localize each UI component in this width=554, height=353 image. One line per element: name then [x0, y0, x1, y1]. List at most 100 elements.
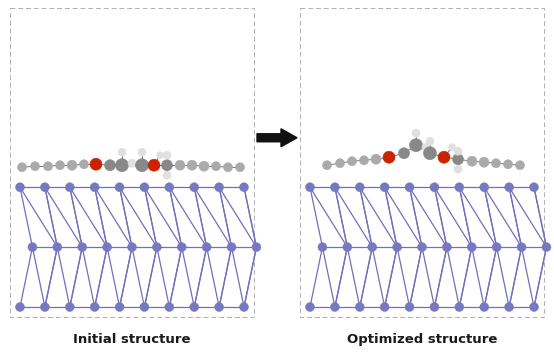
Circle shape — [90, 158, 102, 170]
Circle shape — [479, 157, 489, 167]
Circle shape — [223, 163, 233, 172]
Circle shape — [449, 144, 455, 151]
Bar — [300, 8, 544, 317]
Circle shape — [163, 171, 171, 179]
Circle shape — [140, 183, 149, 192]
Circle shape — [163, 151, 171, 159]
Circle shape — [165, 303, 174, 311]
Circle shape — [90, 183, 99, 192]
Text: Initial structure: Initial structure — [73, 333, 191, 346]
Circle shape — [102, 243, 111, 252]
Circle shape — [156, 152, 163, 159]
Circle shape — [55, 161, 64, 170]
Circle shape — [530, 303, 538, 311]
Circle shape — [18, 163, 27, 172]
Circle shape — [492, 243, 501, 252]
Circle shape — [80, 160, 89, 169]
Circle shape — [67, 160, 77, 170]
Circle shape — [423, 147, 437, 160]
Circle shape — [426, 137, 434, 145]
Circle shape — [355, 303, 365, 311]
Circle shape — [128, 159, 136, 167]
Circle shape — [380, 303, 389, 311]
Circle shape — [360, 156, 368, 165]
Circle shape — [504, 160, 512, 169]
Circle shape — [305, 183, 315, 192]
Circle shape — [212, 162, 220, 171]
Circle shape — [336, 159, 345, 168]
Circle shape — [115, 159, 129, 172]
Circle shape — [480, 303, 489, 311]
Circle shape — [214, 183, 224, 192]
Circle shape — [239, 183, 249, 192]
Circle shape — [467, 156, 477, 166]
FancyArrow shape — [257, 129, 297, 147]
Circle shape — [175, 160, 185, 170]
Circle shape — [443, 243, 452, 252]
Circle shape — [505, 183, 514, 192]
Circle shape — [455, 303, 464, 311]
Circle shape — [322, 161, 331, 170]
Circle shape — [505, 303, 514, 311]
Circle shape — [16, 183, 24, 192]
Circle shape — [115, 303, 124, 311]
Circle shape — [136, 159, 148, 172]
Circle shape — [467, 243, 476, 252]
Circle shape — [90, 303, 99, 311]
Circle shape — [28, 243, 37, 252]
Circle shape — [480, 183, 489, 192]
Circle shape — [165, 183, 174, 192]
Circle shape — [422, 143, 430, 151]
Text: Optimized structure: Optimized structure — [347, 333, 497, 346]
Circle shape — [318, 243, 327, 252]
Circle shape — [383, 151, 395, 163]
Circle shape — [177, 243, 186, 252]
Circle shape — [30, 162, 39, 171]
Circle shape — [530, 183, 538, 192]
Circle shape — [115, 183, 124, 192]
Circle shape — [227, 243, 236, 252]
Circle shape — [453, 154, 464, 165]
Circle shape — [330, 183, 340, 192]
Circle shape — [405, 303, 414, 311]
Circle shape — [491, 159, 500, 168]
Circle shape — [118, 148, 126, 156]
Circle shape — [380, 183, 389, 192]
Circle shape — [371, 154, 381, 164]
Circle shape — [454, 147, 462, 155]
Circle shape — [189, 303, 199, 311]
Circle shape — [393, 243, 402, 252]
Circle shape — [330, 303, 340, 311]
Circle shape — [105, 160, 115, 171]
Circle shape — [343, 243, 352, 252]
Circle shape — [516, 161, 525, 170]
Circle shape — [305, 303, 315, 311]
Circle shape — [199, 161, 209, 171]
Circle shape — [368, 243, 377, 252]
Circle shape — [418, 243, 427, 252]
Circle shape — [239, 303, 249, 311]
Circle shape — [455, 183, 464, 192]
Circle shape — [65, 303, 74, 311]
Circle shape — [148, 159, 160, 171]
Circle shape — [53, 243, 62, 252]
Circle shape — [40, 183, 49, 192]
Circle shape — [152, 243, 161, 252]
Circle shape — [140, 303, 149, 311]
Circle shape — [214, 303, 224, 311]
Circle shape — [454, 165, 462, 173]
Circle shape — [78, 243, 87, 252]
Circle shape — [40, 303, 49, 311]
Circle shape — [162, 160, 172, 171]
Circle shape — [138, 148, 146, 156]
Circle shape — [189, 183, 199, 192]
Circle shape — [398, 148, 409, 159]
Circle shape — [405, 183, 414, 192]
Circle shape — [517, 243, 526, 252]
Circle shape — [438, 151, 450, 163]
Circle shape — [542, 243, 551, 252]
Circle shape — [252, 243, 261, 252]
Circle shape — [44, 162, 53, 171]
Circle shape — [409, 139, 423, 152]
Circle shape — [412, 129, 420, 137]
